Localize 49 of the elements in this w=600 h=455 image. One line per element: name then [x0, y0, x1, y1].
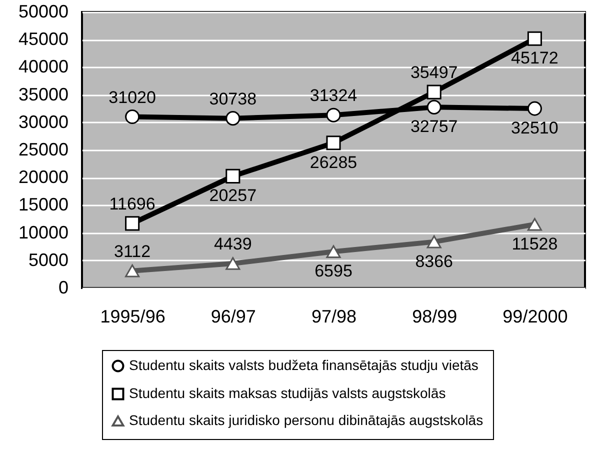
- x-tick-label: 98/99: [412, 306, 458, 326]
- point: [426, 84, 442, 100]
- point: [527, 101, 542, 116]
- y-tick-label: 50000: [18, 2, 68, 22]
- data-label: 4439: [214, 234, 252, 254]
- y-tick-label: 0: [58, 278, 68, 298]
- data-label: 45172: [511, 48, 558, 68]
- x-tick-label: 99/2000: [502, 306, 568, 326]
- point: [527, 218, 542, 231]
- data-label: 3112: [114, 242, 151, 261]
- point: [125, 216, 140, 231]
- legend-label: Studentu skaits maksas studijās valsts augstskolās: [129, 385, 446, 401]
- data-label: 32757: [410, 117, 458, 136]
- point: [226, 257, 240, 270]
- legend-label: Studentu skaits valsts budžeta finansētajās studju vietās: [129, 357, 478, 373]
- point: [226, 111, 240, 126]
- x-tick-label: 97/98: [311, 306, 357, 326]
- y-tick-label: 45000: [18, 29, 68, 50]
- data-label: 11528: [512, 234, 558, 254]
- legend-label: Studentu skaits juridisko personu dibinātajās augstskolās: [129, 412, 484, 428]
- point: [426, 235, 442, 248]
- y-tick-label: 25000: [18, 140, 68, 160]
- data-label: 31020: [108, 88, 156, 107]
- point: [326, 136, 341, 150]
- data-label: 26285: [310, 152, 358, 172]
- data-label: 8366: [415, 252, 454, 271]
- data-label: 31324: [310, 86, 358, 106]
- point: [326, 108, 341, 122]
- x-tick-label: 96/97: [210, 306, 256, 326]
- y-tick-label: 15000: [18, 194, 68, 215]
- data-label: 20257: [209, 186, 257, 206]
- data-label: 6595: [314, 262, 352, 281]
- y-tick-label: 5000: [28, 250, 68, 270]
- point: [226, 168, 240, 184]
- data-label: 30738: [209, 89, 257, 108]
- y-tick-label: 40000: [18, 56, 68, 77]
- point: [527, 31, 542, 46]
- point: [125, 110, 140, 124]
- x-tick-label: 1995/96: [100, 306, 166, 326]
- y-tick-label: 30000: [18, 112, 68, 132]
- y-tick-label: 20000: [18, 167, 68, 188]
- point: [125, 264, 140, 278]
- y-tick-label: 10000: [18, 222, 68, 242]
- data-label: 32510: [511, 118, 558, 138]
- data-label: 11696: [109, 194, 156, 214]
- point: [326, 245, 341, 258]
- point: [426, 100, 442, 114]
- y-tick-label: 35000: [18, 84, 68, 104]
- data-label: 35497: [410, 63, 458, 82]
